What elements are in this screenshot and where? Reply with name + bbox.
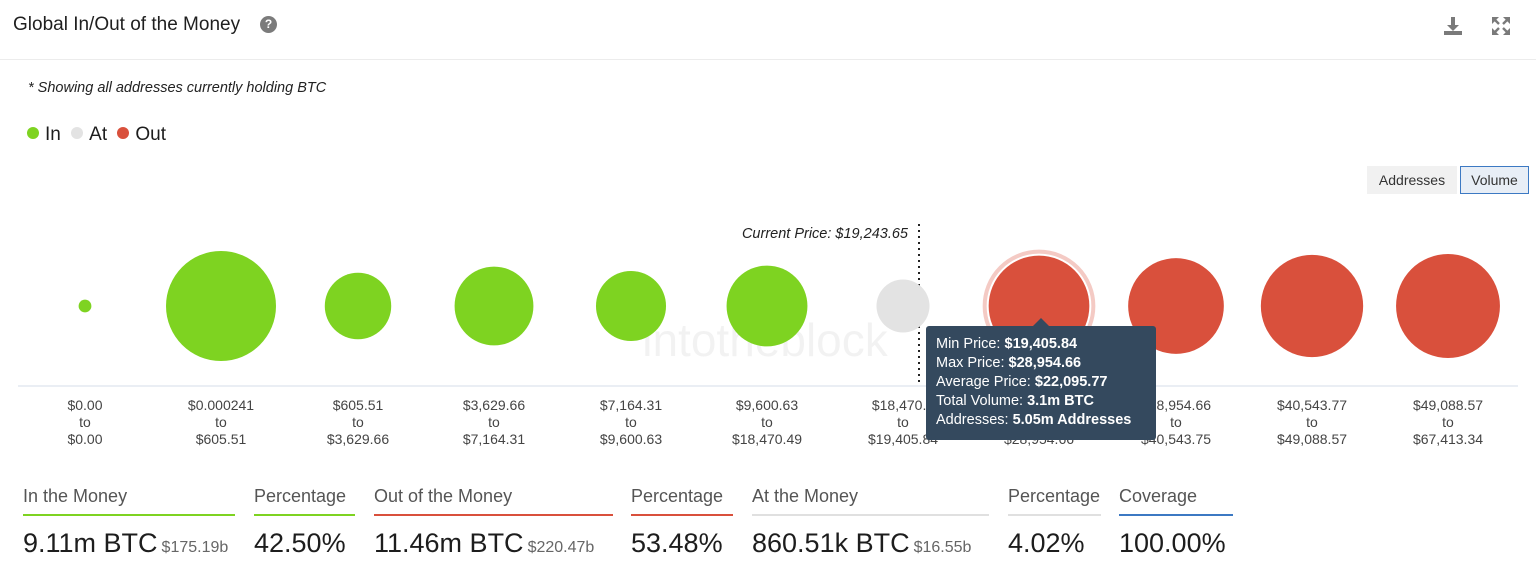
stat-label: Percentage: [254, 486, 347, 506]
stat-label: Out of the Money: [374, 486, 513, 506]
bubble-chart: intotheblockCurrent Price: $19,243.65$0.…: [18, 224, 1518, 447]
stat-underline: [374, 514, 613, 516]
stat-in-percentage: Percentage 42.50%: [254, 486, 355, 559]
stat-underline: [254, 514, 355, 516]
widget-title: Global In/Out of the Money: [13, 14, 241, 35]
bucket-range-label: $0.00 to $0.00: [67, 397, 102, 447]
stat-out-of-the-money: Out of the Money 11.46m BTC $220.47b: [374, 486, 613, 559]
help-circle-icon[interactable]: ?: [260, 16, 277, 33]
tooltip-row-min-price: Min Price: $19,405.84: [936, 336, 1078, 352]
addresses-toggle-button[interactable]: Addresses: [1367, 166, 1457, 194]
stat-out-percentage: Percentage 53.48%: [631, 486, 733, 559]
bubble-in: [78, 299, 92, 313]
widget-header: Global In/Out of the Money ?: [0, 0, 1536, 60]
stat-value: 11.46m BTC $220.47b: [374, 528, 595, 558]
stat-label: At the Money: [752, 486, 859, 506]
stat-underline: [752, 514, 989, 516]
bucket-range-label: $7,164.31 to $9,600.63: [600, 397, 662, 447]
stat-label: Percentage: [631, 486, 724, 506]
bucket-range-label: $49,088.57 to $67,413.34: [1413, 397, 1483, 447]
bucket-range-label: $9,600.63 to $18,470.49: [732, 397, 802, 447]
bubble-out: [1396, 254, 1500, 358]
stat-value: 4.02%: [1008, 528, 1085, 558]
current-price-label: Current Price: $19,243.65: [742, 226, 909, 242]
stat-in-the-money: In the Money 9.11m BTC $175.19b: [23, 486, 235, 559]
legend-at[interactable]: At: [71, 124, 107, 146]
stat-underline: [1119, 514, 1233, 516]
stat-value: 100.00%: [1119, 528, 1226, 558]
bucket-range-label: $0.000241 to $605.51: [188, 397, 254, 447]
stat-value: 42.50%: [254, 528, 346, 558]
stat-value: 860.51k BTC $16.55b: [752, 528, 972, 558]
bubble-at: [876, 279, 930, 333]
legend-at-label: At: [89, 124, 108, 145]
legend-at-dot: [71, 127, 84, 139]
stat-underline: [631, 514, 733, 516]
bubble-out: [1260, 254, 1364, 358]
stat-label: Percentage: [1008, 486, 1101, 506]
bucket-range-label: $28,954.66 to $40,543.75: [1141, 397, 1211, 447]
bucket-tooltip: Min Price: $19,405.84 Max Price: $28,954…: [926, 326, 1156, 440]
expand-icon[interactable]: [1489, 14, 1513, 38]
tooltip-arrow: [1033, 318, 1049, 326]
bucket-range-label: $18,470.5 to $19,405.84: [868, 397, 938, 447]
bubble-in: [595, 270, 667, 342]
stat-coverage: Coverage 100.00%: [1119, 486, 1233, 559]
legend-in-dot: [27, 127, 39, 139]
legend: In At Out: [27, 124, 171, 146]
tooltip-row-addresses: Addresses: 5.05m Addresses: [936, 412, 1132, 428]
stat-at-percentage: Percentage 4.02%: [1008, 486, 1101, 559]
stat-value: 9.11m BTC $175.19b: [23, 528, 229, 558]
tooltip-row-average-price: Average Price: $22,095.77: [936, 374, 1108, 390]
bucket-range-label: $40,543.77 to $49,088.57: [1277, 397, 1347, 447]
tooltip-row-total-volume: Total Volume: 3.1m BTC: [936, 393, 1094, 409]
bubble-in: [726, 265, 808, 347]
legend-in-label: In: [45, 124, 61, 145]
bucket-range-label: $605.51 to $3,629.66: [327, 397, 389, 447]
holding-note: * Showing all addresses currently holdin…: [28, 80, 327, 96]
stat-underline: [23, 514, 235, 516]
legend-in[interactable]: In: [27, 124, 61, 146]
tooltip-row-max-price: Max Price: $28,954.66: [936, 355, 1082, 371]
bubble-in: [166, 251, 276, 361]
legend-out[interactable]: Out: [117, 124, 166, 146]
bubble-in: [454, 266, 534, 346]
stat-underline: [1008, 514, 1101, 516]
stat-at-the-money: At the Money 860.51k BTC $16.55b: [752, 486, 989, 559]
volume-toggle-button[interactable]: Volume: [1460, 166, 1529, 194]
stat-value: 53.48%: [631, 528, 723, 558]
legend-out-label: Out: [135, 124, 166, 145]
bucket-range-label: $3,629.66 to $7,164.31: [463, 397, 525, 447]
legend-out-dot: [117, 127, 130, 139]
download-icon[interactable]: [1441, 14, 1465, 38]
bubble-in: [324, 272, 392, 340]
stat-label: In the Money: [23, 486, 128, 506]
stat-label: Coverage: [1119, 486, 1198, 506]
